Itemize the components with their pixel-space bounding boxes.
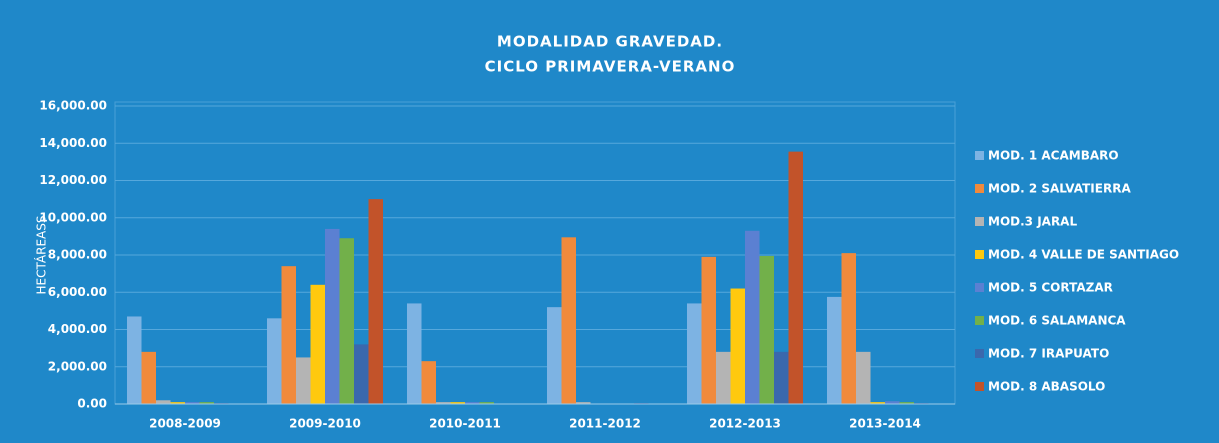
x-tick-label: 2013-2014 [849,417,921,431]
legend-label: MOD. 8 ABASOLO [988,380,1105,394]
bar [185,402,200,404]
bar [199,402,214,404]
bar [841,253,856,404]
x-tick-label: 2012-2013 [709,417,781,431]
legend-swatch [975,250,984,259]
bar [465,402,480,404]
x-tick-label: 2011-2012 [569,417,641,431]
y-tick-label: 14,000.00 [39,136,107,150]
bar [885,401,900,404]
x-tick-label: 2008-2009 [149,417,221,431]
chart-subtitle: CICLO PRIMAVERA-VERANO [485,58,736,76]
bar [774,351,789,404]
bar [281,266,296,404]
bar [716,351,731,404]
bar [547,307,562,404]
bar [296,357,311,404]
legend-swatch [975,151,984,160]
bar [856,351,871,404]
legend-label: MOD.3 JARAL [988,215,1077,229]
bar [267,318,282,404]
bar [745,230,760,404]
bar [479,402,494,404]
bar [450,402,465,404]
bar [421,361,436,404]
bar [141,351,156,404]
bar [899,402,914,404]
y-tick-label: 0.00 [77,397,107,411]
y-tick-label: 6,000.00 [48,285,107,299]
legend-swatch [975,184,984,193]
bar [354,344,369,404]
bar [170,402,185,404]
bar [576,402,591,404]
bar [436,402,451,404]
y-tick-label: 12,000.00 [39,173,107,187]
legend-swatch [975,349,984,358]
x-tick-label: 2009-2010 [289,417,361,431]
legend-label: MOD. 5 CORTAZAR [988,281,1113,295]
legend-swatch [975,217,984,226]
y-axis-label: HECTÁREASS [34,216,49,295]
x-tick-label: 2010-2011 [429,417,501,431]
bar [870,402,885,404]
bar [310,284,325,404]
bar [127,316,142,404]
y-tick-label: 10,000.00 [39,210,107,224]
legend-label: MOD. 2 SALVATIERRA [988,182,1131,196]
legend-swatch [975,382,984,391]
legend-swatch [975,283,984,292]
bar [759,255,774,404]
y-tick-label: 2,000.00 [48,359,107,373]
y-tick-label: 8,000.00 [48,248,107,262]
legend-label: MOD. 4 VALLE DE SANTIAGO [988,248,1179,262]
chart-title: MODALIDAD GRAVEDAD. [497,33,723,51]
bar [561,237,576,404]
bar [701,256,716,404]
y-tick-label: 4,000.00 [48,322,107,336]
bar [788,151,803,404]
bar [827,296,842,404]
bar [339,238,354,404]
bar [156,400,171,404]
legend-label: MOD. 6 SALAMANCA [988,314,1126,328]
legend-label: MOD. 1 ACAMBARO [988,149,1119,163]
y-tick-label: 16,000.00 [39,99,107,113]
bar [325,228,340,404]
legend-label: MOD. 7 IRAPUATO [988,347,1109,361]
bar [730,288,745,404]
legend-swatch [975,316,984,325]
bar [407,303,422,404]
bar [687,303,702,404]
bar [368,199,383,404]
